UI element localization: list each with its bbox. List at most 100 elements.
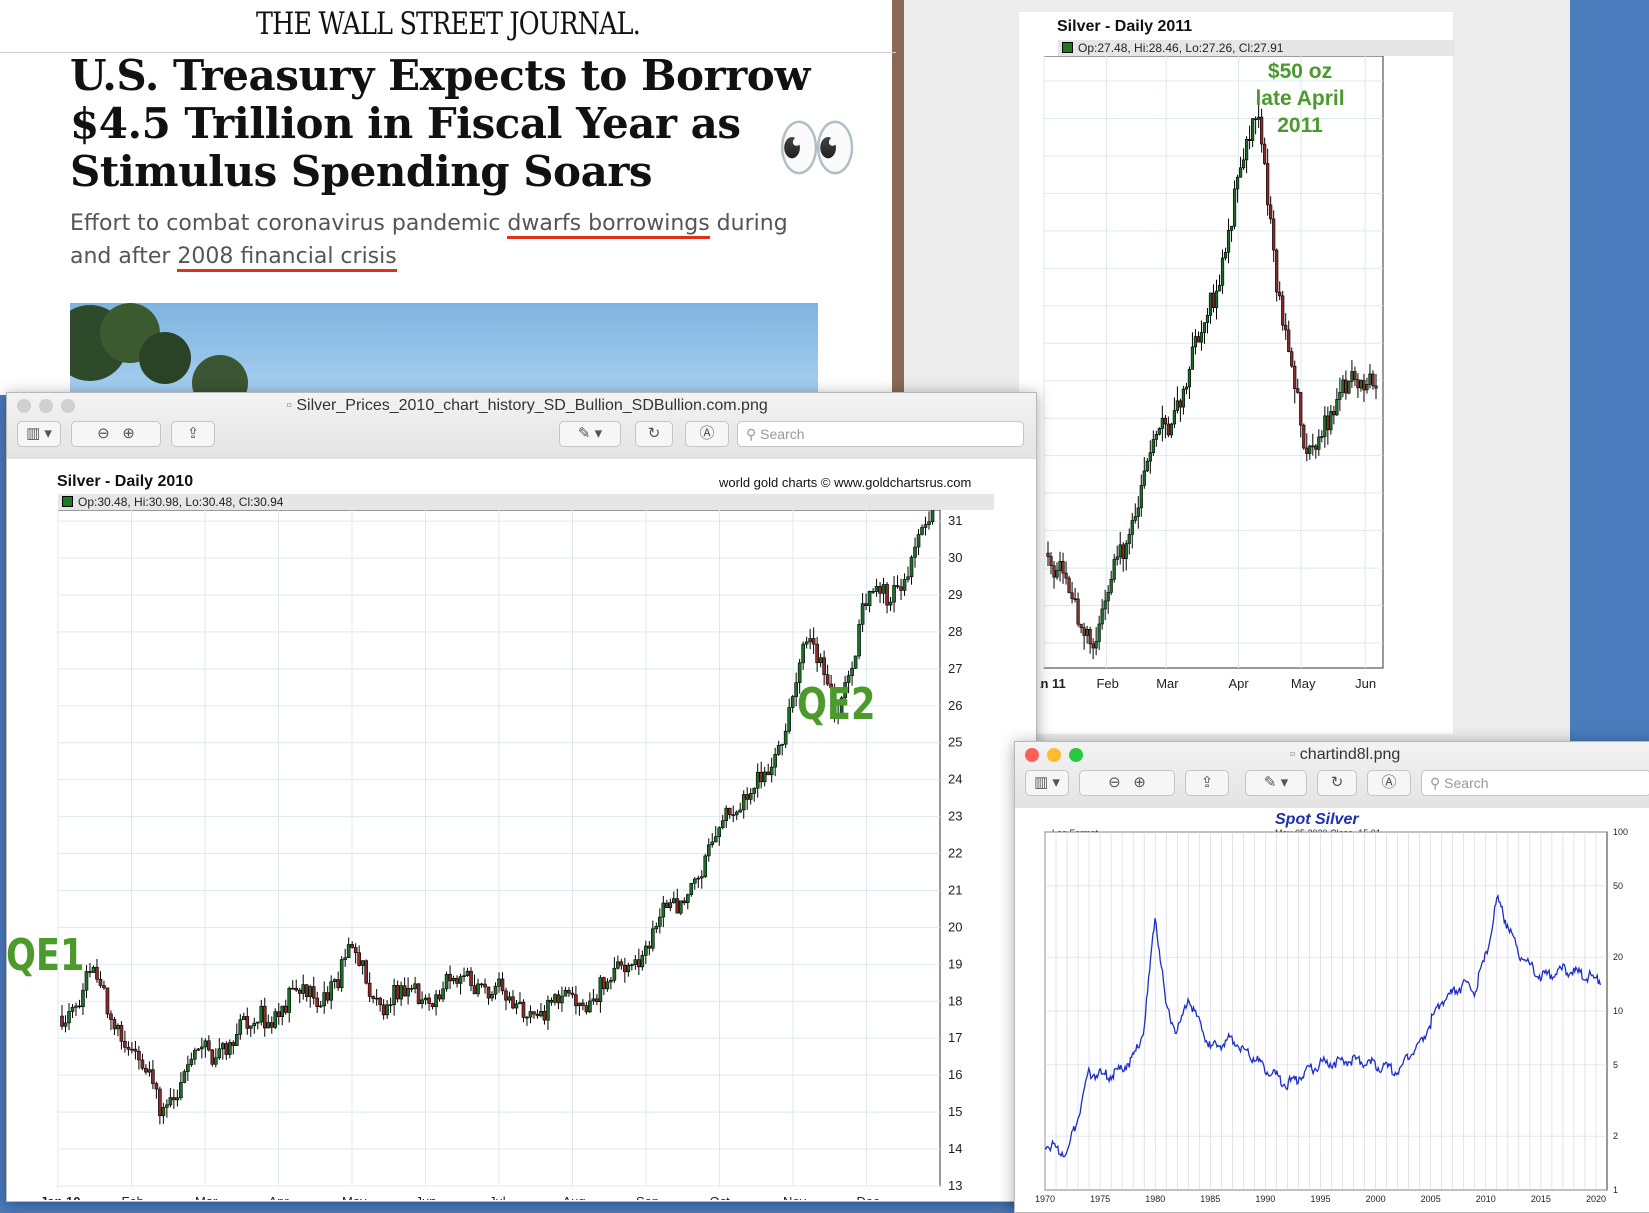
share-button[interactable]: ⇪ [171, 421, 215, 447]
zoom-buttons[interactable]: ⊖ ⊕ [1079, 770, 1175, 796]
candle [304, 984, 309, 998]
photo-trees [70, 303, 248, 398]
candle [825, 674, 830, 685]
candle [836, 714, 840, 718]
y-tick-label: 1 [1613, 1185, 1618, 1195]
annotate-button[interactable]: Ⓐ [1367, 770, 1411, 796]
candle [63, 1022, 68, 1027]
candle [420, 999, 424, 1004]
candle [1308, 445, 1312, 454]
candle [1353, 371, 1357, 380]
candle [1338, 392, 1342, 400]
ohlc-legend-square [62, 496, 73, 507]
candle [224, 1043, 229, 1055]
candle [741, 794, 746, 811]
zoom-in-icon[interactable]: ⊕ [122, 425, 135, 442]
minimize-button[interactable] [39, 399, 53, 413]
y-tick-label: 14 [948, 1141, 962, 1156]
candle [710, 841, 715, 846]
close-button[interactable] [17, 399, 31, 413]
candle [1269, 204, 1273, 220]
y-tick-label: 20 [948, 919, 962, 934]
candle [308, 986, 313, 998]
zoom-in-icon[interactable]: ⊕ [1133, 774, 1146, 791]
candle [336, 979, 340, 989]
candle [888, 601, 893, 606]
share-button[interactable]: ⇪ [1185, 770, 1229, 796]
candle [332, 979, 337, 983]
rotate-button[interactable]: ↻ [635, 421, 673, 447]
candle [738, 809, 743, 813]
dek-underline-1: dwarfs borrowings [507, 211, 710, 239]
annotate-button[interactable]: Ⓐ [685, 421, 729, 447]
candle [780, 743, 784, 746]
candle [518, 1001, 522, 1005]
zoom-buttons[interactable]: ⊖ ⊕ [71, 421, 161, 447]
candle [137, 1050, 141, 1061]
candle [235, 1033, 239, 1046]
candle [1245, 139, 1249, 161]
candle [434, 994, 438, 1007]
candle [633, 959, 638, 966]
candle [140, 1059, 145, 1069]
candle [1163, 417, 1167, 425]
candle [416, 983, 421, 1004]
zoom-out-icon[interactable]: ⊖ [97, 425, 110, 442]
sidebar-toggle-button[interactable]: ▥ ▾ [1025, 770, 1069, 796]
candle [84, 971, 89, 991]
dek-text-2: during and after [70, 211, 788, 269]
x-tick-label: 1985 [1200, 1194, 1220, 1202]
markup-button[interactable]: ✎ ▾ [1245, 770, 1307, 796]
candle [766, 771, 770, 776]
candle [668, 902, 673, 909]
x-tick-label: 2005 [1421, 1194, 1441, 1202]
markup-button[interactable]: ✎ ▾ [559, 421, 621, 447]
candle [713, 836, 718, 843]
candle [588, 1000, 592, 1013]
rotate-button[interactable]: ↻ [1317, 770, 1357, 796]
candle [1220, 257, 1225, 286]
window-filename: chartind8l.png [1299, 746, 1401, 763]
candle [77, 1005, 82, 1008]
candle [570, 992, 575, 996]
search-field[interactable]: ⚲ Search [737, 421, 1024, 447]
candle [776, 745, 781, 755]
candle [1100, 608, 1104, 625]
candle [595, 998, 599, 1003]
file-icon: ▫ [286, 397, 297, 414]
candle [647, 945, 652, 949]
article-headline[interactable]: U.S. Treasury Expects to Borrow $4.5 Tri… [70, 51, 810, 196]
chart-2010-credit: world gold charts © www.goldchartsrus.co… [719, 475, 972, 490]
candle [1317, 436, 1321, 450]
search-field[interactable]: ⚲ Search [1421, 770, 1649, 796]
candle [885, 584, 889, 606]
candle [346, 944, 351, 959]
candle [1356, 379, 1360, 389]
zoom-button[interactable] [1069, 748, 1083, 762]
y-tick-label: 24 [948, 772, 962, 787]
candle [549, 999, 554, 1003]
close-button[interactable] [1025, 748, 1039, 762]
candle [374, 997, 379, 1000]
y-tick-label: 18 [948, 993, 962, 1008]
candle [451, 978, 456, 982]
candle [591, 998, 596, 1002]
candle [752, 787, 757, 794]
candle [1112, 559, 1116, 580]
zoom-button[interactable] [61, 399, 75, 413]
x-tick-label: Apr [1228, 676, 1249, 691]
candle [665, 902, 669, 909]
candle [1187, 368, 1192, 388]
candle [920, 527, 924, 535]
annotate-icon: Ⓐ [699, 425, 715, 442]
minimize-button[interactable] [1047, 748, 1061, 762]
candle [165, 1104, 169, 1108]
y-tick-label: 29 [948, 587, 962, 602]
y-tick-label: 27 [948, 661, 962, 676]
candle [1142, 470, 1146, 486]
candle [172, 1097, 176, 1101]
candle [116, 1024, 120, 1030]
candle [731, 814, 736, 817]
sidebar-toggle-button[interactable]: ▥ ▾ [17, 421, 61, 447]
zoom-out-icon[interactable]: ⊖ [1108, 774, 1121, 791]
